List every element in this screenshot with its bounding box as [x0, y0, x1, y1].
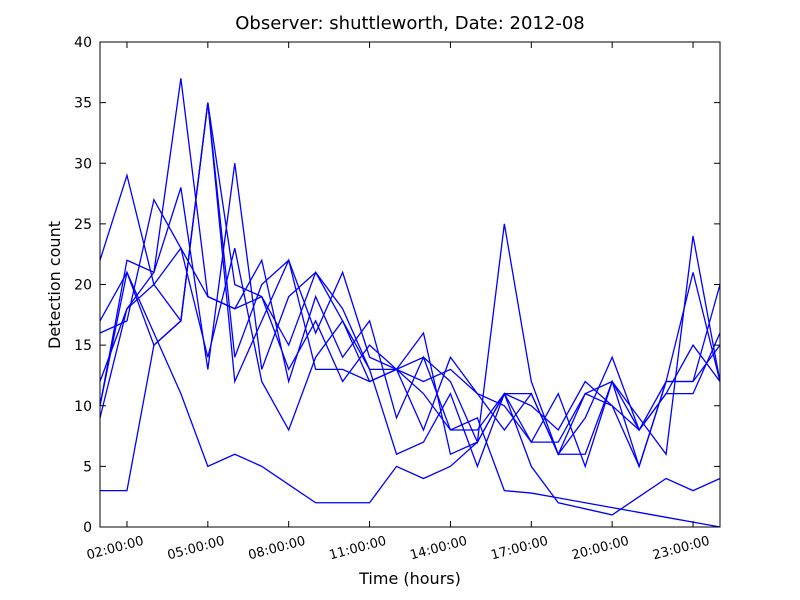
plot-frame	[99, 41, 721, 528]
y-tick-label: 40	[74, 35, 92, 51]
series-line	[99, 270, 721, 516]
series-line	[99, 197, 721, 443]
chart-title: Observer: shuttleworth, Date: 2012-08	[235, 13, 585, 34]
y-tick-label: 15	[74, 338, 92, 354]
y-tick-label: 30	[74, 156, 92, 172]
x-tick-label: 20:00:00	[570, 534, 630, 564]
y-tick-label: 35	[74, 96, 92, 112]
y-tick-label: 0	[83, 520, 92, 536]
x-tick-label: 14:00:00	[409, 534, 469, 564]
x-tick-label: 17:00:00	[489, 534, 549, 564]
series-line	[99, 78, 721, 469]
x-tick-label: 08:00:00	[247, 534, 307, 564]
series-line	[100, 102, 721, 528]
series-line	[99, 172, 721, 469]
x-tick-label: 11:00:00	[328, 534, 388, 564]
y-tick-label: 25	[74, 217, 92, 233]
y-tick-label: 10	[74, 399, 92, 415]
x-axis-label: Time (hours)	[358, 569, 461, 588]
y-axis-label: Detection count	[45, 221, 64, 349]
x-tick-label: 23:00:00	[651, 534, 711, 564]
series-line	[99, 163, 721, 469]
x-tick-label: 02:00:00	[85, 534, 145, 564]
y-tick-label: 20	[74, 278, 92, 294]
x-tick-label: 05:00:00	[166, 534, 226, 564]
y-tick-label: 5	[83, 459, 92, 475]
